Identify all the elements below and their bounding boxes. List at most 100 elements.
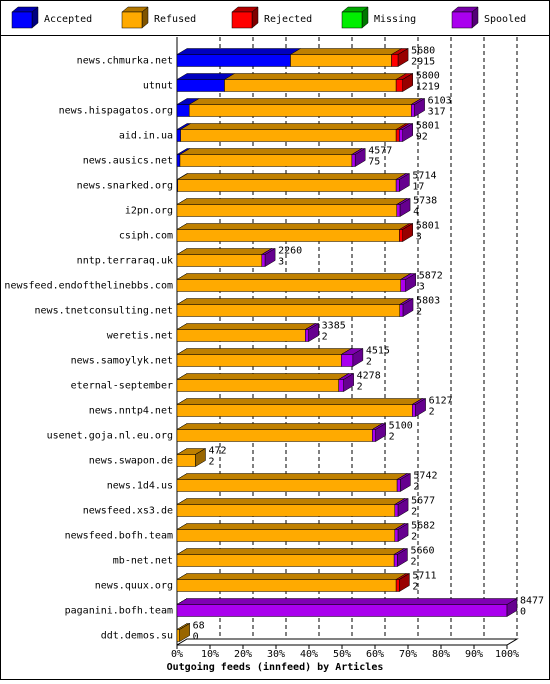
bar-segment <box>289 48 403 67</box>
bar-side <box>402 73 413 92</box>
x-tick-label: 80% <box>432 649 450 660</box>
bar-top <box>188 98 423 105</box>
bar-side <box>264 248 276 267</box>
total-label: 4577 <box>368 146 392 157</box>
bar <box>176 379 339 392</box>
total-label: 5742 <box>413 471 437 482</box>
bar-side <box>506 598 518 617</box>
bar <box>411 104 415 117</box>
total-label: 5660 <box>410 546 434 557</box>
bar-segment <box>179 148 363 167</box>
bar <box>394 529 399 542</box>
bar <box>177 179 397 192</box>
category-label: mb-net.net <box>113 556 173 567</box>
accepted-label: 317 <box>428 107 446 118</box>
bar-top <box>176 48 302 55</box>
bar <box>224 79 397 92</box>
x-tick-label: 90% <box>465 649 483 660</box>
bar <box>176 479 398 492</box>
bar <box>176 554 395 567</box>
category-label: news.nntp4.net <box>89 406 173 417</box>
bar-top <box>176 223 411 230</box>
category-label: aid.in.ua <box>119 131 173 142</box>
bar-top <box>176 398 424 405</box>
x-tick-label: 30% <box>267 649 285 660</box>
accepted-label: 2 <box>322 332 328 343</box>
bar <box>176 604 508 617</box>
x-tick-label: 10% <box>201 649 219 660</box>
bar-top <box>176 273 412 280</box>
bar <box>395 579 400 592</box>
bar <box>412 404 416 417</box>
bar-side <box>375 423 386 442</box>
x-tick-label: 70% <box>399 649 417 660</box>
accepted-label: 2 <box>411 507 417 518</box>
bar-segment <box>176 598 518 617</box>
x-tick-label: 40% <box>300 649 318 660</box>
x-tick-label: 60% <box>366 649 384 660</box>
legend-item: Rejected <box>231 6 312 29</box>
chart-title: Outgoing feeds (innfeed) by Articles <box>167 661 384 673</box>
bar-segment <box>340 348 364 367</box>
accepted-label: 75 <box>368 157 380 168</box>
bar <box>176 454 196 467</box>
bar-side <box>414 98 425 117</box>
total-label: 3385 <box>322 321 346 332</box>
bar-segment <box>176 48 302 67</box>
category-label: news.quux.org <box>95 581 173 592</box>
accepted-label: 0 <box>193 632 199 643</box>
bar <box>290 54 392 67</box>
bar-segment <box>176 173 408 192</box>
accepted-label: 1219 <box>416 82 440 93</box>
bar-top <box>176 198 408 205</box>
bar-side <box>399 198 411 217</box>
bar <box>176 104 190 117</box>
bar <box>176 429 373 442</box>
accepted-label: 2 <box>413 482 419 493</box>
bar <box>176 154 181 167</box>
bar-side <box>399 173 410 192</box>
bar-segment <box>176 573 408 592</box>
bar-top <box>176 523 406 530</box>
bar <box>400 279 406 292</box>
bar <box>176 204 398 217</box>
bar-segment <box>176 323 317 342</box>
bar-top <box>176 423 384 430</box>
bar <box>396 204 401 217</box>
accepted-label: 3 <box>278 257 284 268</box>
bar-segment <box>176 373 350 392</box>
legend-swatch <box>231 11 253 29</box>
category-label: newsfeed.bofh.team <box>65 531 173 542</box>
bar-segment <box>176 498 406 517</box>
bar <box>372 429 376 442</box>
total-label: 5872 <box>419 271 443 282</box>
bar <box>176 579 397 592</box>
category-label: news.samoylyk.net <box>71 356 173 367</box>
category-label: usenet.goja.nl.eu.org <box>47 431 173 442</box>
total-label: 5677 <box>411 496 435 507</box>
total-label: 5680 <box>411 46 435 57</box>
x-tick-label: 100% <box>495 649 519 660</box>
category-label: news.1d4.us <box>107 481 173 492</box>
total-label: 5711 <box>412 571 436 582</box>
bar-top <box>176 348 353 355</box>
total-label: 5803 <box>416 296 440 307</box>
bar <box>176 54 291 67</box>
bar <box>399 304 404 317</box>
bar-segment <box>176 473 409 492</box>
legend-item: Missing <box>341 6 416 29</box>
bar <box>176 404 413 417</box>
accepted-label: 2 <box>429 407 435 418</box>
bar-side <box>397 498 409 517</box>
bar-top <box>176 573 408 580</box>
accepted-label: 3 <box>416 232 422 243</box>
accepted-label: 2 <box>208 457 214 468</box>
bar-segment <box>176 273 412 292</box>
category-label: news.hispagatos.org <box>59 106 173 117</box>
bar <box>176 229 400 242</box>
bar <box>395 179 400 192</box>
category-label: news.snarked.org <box>77 181 173 192</box>
x-tick-label: 20% <box>234 649 252 660</box>
bar-segment <box>188 98 423 117</box>
